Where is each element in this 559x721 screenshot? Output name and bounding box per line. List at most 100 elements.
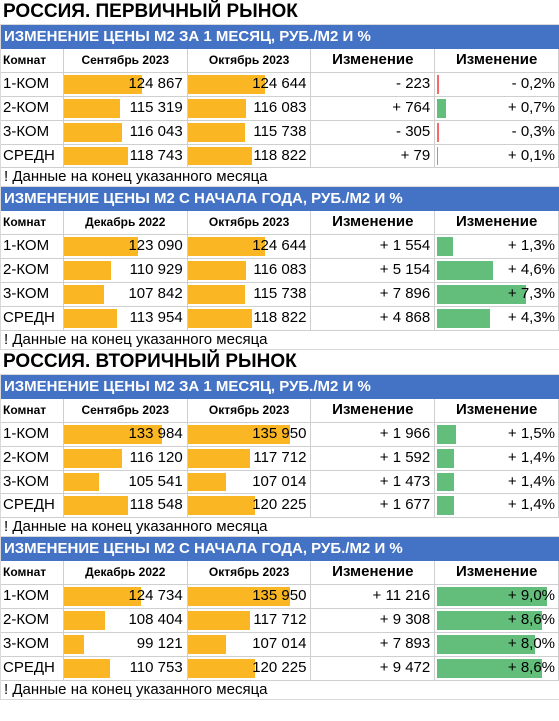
column-header: Октябрь 2023 bbox=[188, 561, 312, 585]
percent-bar bbox=[437, 635, 535, 654]
price-cell: 116 120 bbox=[63, 446, 188, 470]
percent-change-value: + 4,6% bbox=[507, 261, 556, 279]
price-cell: 110 753 bbox=[63, 656, 188, 680]
footnote: ! Данные на конец указанного месяца bbox=[1, 681, 559, 700]
price-value: 115 319 bbox=[129, 98, 183, 116]
room-type-label: 1-КОМ bbox=[1, 235, 64, 259]
price-value: 99 121 bbox=[136, 635, 183, 653]
column-header: Декабрь 2022 bbox=[64, 211, 188, 235]
table-row: 1-КОМ 133 984 135 950 + 1 966 + 1,5% bbox=[1, 422, 559, 447]
table-row: 1-КОМ 123 090 124 644 + 1 554 + 1,3% bbox=[1, 235, 559, 260]
percent-bar bbox=[437, 496, 455, 516]
table-row: 2-КОМ 116 120 117 712 + 1 592 + 1,4% bbox=[1, 446, 559, 471]
price-value: 113 954 bbox=[129, 309, 183, 327]
room-type-label: 2-КОМ bbox=[1, 96, 64, 120]
price-bar bbox=[187, 472, 226, 492]
percent-change-value: + 7,3% bbox=[507, 285, 556, 303]
percent-change-value: + 8,6% bbox=[507, 658, 556, 676]
table-title: ИЗМЕНЕНИЕ ЦЕНЫ М2 ЗА 1 МЕСЯЦ, РУБ./М2 И … bbox=[1, 25, 559, 49]
price-cell: 115 319 bbox=[63, 96, 188, 120]
price-value: 115 738 bbox=[253, 122, 307, 140]
price-cell: 120 225 bbox=[187, 494, 312, 518]
table-title: ИЗМЕНЕНИЕ ЦЕНЫ М2 ЗА 1 МЕСЯЦ, РУБ./М2 И … bbox=[1, 374, 559, 399]
price-value: 135 950 bbox=[252, 424, 307, 442]
table-title: ИЗМЕНЕНИЕ ЦЕНЫ М2 С НАЧАЛА ГОДА, РУБ./М2… bbox=[1, 537, 559, 562]
price-bar bbox=[63, 658, 111, 678]
table-row: СРЕДН 110 753 120 225 + 9 472 + 8,6% bbox=[1, 656, 559, 681]
price-table: ИЗМЕНЕНИЕ ЦЕНЫ М2 ЗА 1 МЕСЯЦ, РУБ./М2 И … bbox=[0, 374, 559, 538]
price-cell: 116 043 bbox=[63, 120, 188, 144]
price-bar bbox=[187, 122, 246, 142]
percent-change-cell: + 0,1% bbox=[435, 144, 559, 168]
price-value: 133 984 bbox=[128, 424, 183, 442]
column-header: Изменение bbox=[311, 49, 436, 72]
price-bar bbox=[63, 74, 142, 94]
price-bar bbox=[63, 122, 123, 142]
price-table: ИЗМЕНЕНИЕ ЦЕНЫ М2 С НАЧАЛА ГОДА, РУБ./М2… bbox=[0, 187, 559, 350]
price-cell: 107 842 bbox=[63, 283, 188, 307]
room-type-label: 3-КОМ bbox=[1, 470, 64, 494]
price-value: 105 541 bbox=[128, 472, 183, 490]
table-header-row: Комнат Сентябрь 2023 Октябрь 2023 Изменение… bbox=[1, 398, 559, 423]
price-value: 117 712 bbox=[253, 611, 307, 629]
price-value: 120 225 bbox=[252, 496, 307, 514]
percent-change-cell: + 7,3% bbox=[435, 283, 559, 307]
price-value: 116 043 bbox=[129, 122, 183, 140]
price-value: 118 822 bbox=[253, 146, 307, 164]
price-value: 107 014 bbox=[252, 472, 307, 490]
price-value: 110 929 bbox=[129, 261, 183, 279]
column-header: Изменение bbox=[311, 398, 436, 422]
percent-change-value: + 8,6% bbox=[507, 611, 556, 629]
change-value: + 9 472 bbox=[311, 656, 436, 680]
price-value: 115 738 bbox=[253, 285, 307, 303]
table-row: СРЕДН 113 954 118 822 + 4 868 + 4,3% bbox=[1, 307, 559, 331]
percent-bar bbox=[437, 587, 548, 607]
change-value: + 764 bbox=[311, 96, 436, 120]
table-row: 2-КОМ 110 929 116 083 + 5 154 + 4,6% bbox=[1, 259, 559, 284]
percent-change-cell: + 8,6% bbox=[435, 609, 559, 633]
price-bar bbox=[63, 611, 105, 631]
percent-change-cell: + 4,6% bbox=[435, 259, 559, 283]
price-bar bbox=[187, 496, 256, 516]
price-table: ИЗМЕНЕНИЕ ЦЕНЫ М2 ЗА 1 МЕСЯЦ, РУБ./М2 И … bbox=[0, 25, 559, 188]
column-header: Изменение bbox=[311, 211, 436, 235]
percent-bar bbox=[437, 74, 440, 94]
change-value: + 1 677 bbox=[311, 494, 436, 518]
percent-change-value: + 1,5% bbox=[507, 424, 556, 442]
percent-change-cell: + 9,0% bbox=[435, 585, 559, 609]
change-value: + 5 154 bbox=[311, 259, 436, 283]
table-row: 2-КОМ 115 319 116 083 + 764 + 0,7% bbox=[1, 96, 559, 121]
table-row: 2-КОМ 108 404 117 712 + 9 308 + 8,6% bbox=[1, 609, 559, 634]
column-header: Октябрь 2023 bbox=[188, 49, 312, 72]
price-value: 124 734 bbox=[128, 587, 183, 605]
percent-change-cell: + 0,7% bbox=[435, 96, 559, 120]
room-type-label: 3-КОМ bbox=[1, 283, 64, 307]
percent-bar bbox=[437, 309, 490, 328]
room-type-label: 2-КОМ bbox=[1, 259, 64, 283]
change-value: + 7 893 bbox=[311, 633, 436, 656]
column-header: Изменение bbox=[435, 211, 559, 235]
price-bar bbox=[63, 98, 121, 118]
column-header: Изменение bbox=[311, 561, 436, 585]
column-header: Октябрь 2023 bbox=[188, 398, 312, 422]
change-value: - 305 bbox=[311, 120, 436, 144]
percent-bar bbox=[437, 261, 494, 281]
column-header: Октябрь 2023 bbox=[188, 211, 312, 235]
room-type-label: 2-КОМ bbox=[1, 609, 64, 633]
column-header: Комнат bbox=[1, 398, 64, 422]
table-row: 3-КОМ 107 842 115 738 + 7 896 + 7,3% bbox=[1, 283, 559, 308]
percent-change-cell: + 4,3% bbox=[435, 307, 559, 330]
table-row: 1-КОМ 124 867 124 644- 223 - 0,2% bbox=[1, 72, 559, 97]
column-header: Изменение bbox=[435, 561, 559, 585]
change-value: + 9 308 bbox=[311, 609, 436, 633]
price-bar bbox=[187, 635, 226, 654]
price-cell: 135 950 bbox=[187, 422, 312, 446]
column-header: Изменение bbox=[435, 398, 559, 422]
price-cell: 116 083 bbox=[187, 96, 312, 120]
room-type-label: СРЕДН bbox=[1, 494, 64, 518]
table-header-row: Комнат Сентябрь 2023 Октябрь 2023 Изменение… bbox=[1, 49, 559, 73]
change-value: + 79 bbox=[311, 144, 436, 168]
percent-change-cell: + 1,5% bbox=[435, 422, 559, 446]
price-bar bbox=[187, 424, 291, 444]
